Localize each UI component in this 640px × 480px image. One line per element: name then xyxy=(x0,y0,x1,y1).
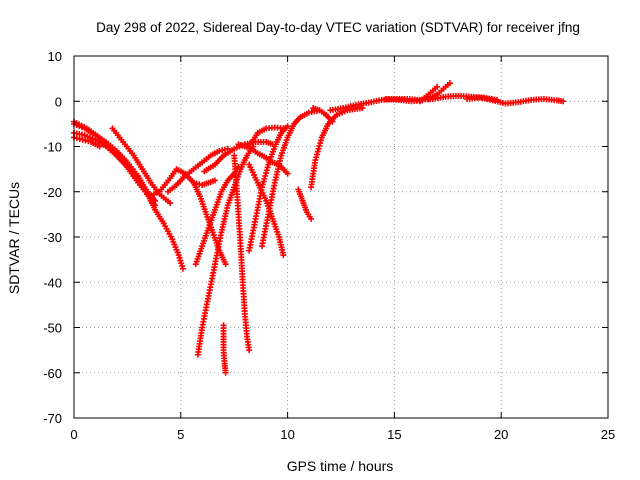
chart-title: Day 298 of 2022, Sidereal Day-to-day VTE… xyxy=(96,20,580,35)
data-point-marker xyxy=(179,265,186,272)
data-point-marker xyxy=(246,347,253,354)
data-point-marker xyxy=(313,151,320,158)
series-track-17 xyxy=(246,124,287,150)
data-point-marker xyxy=(315,145,322,152)
y-tick-label: -30 xyxy=(43,230,62,245)
series-track-12 xyxy=(220,322,229,376)
data-point-marker xyxy=(316,142,323,149)
x-axis-title: GPS time / hours xyxy=(287,458,394,474)
data-point-marker xyxy=(222,261,229,268)
series-track-25 xyxy=(464,94,567,107)
data-point-marker xyxy=(96,143,103,150)
data-point-marker xyxy=(258,184,265,191)
data-point-marker xyxy=(308,215,315,222)
data-point-marker xyxy=(211,177,218,184)
series-track-19 xyxy=(295,186,315,222)
data-point-marker xyxy=(446,80,453,87)
data-point-marker xyxy=(560,98,567,105)
data-point-marker xyxy=(167,200,174,207)
x-tick-label: 10 xyxy=(280,427,294,442)
x-tick-label: 20 xyxy=(494,427,508,442)
data-point-marker xyxy=(312,157,319,164)
data-point-marker xyxy=(152,197,159,204)
data-point-marker xyxy=(329,118,336,125)
y-tick-label: 10 xyxy=(48,49,62,64)
data-point-marker xyxy=(262,170,269,177)
data-point-marker xyxy=(284,170,291,177)
data-point-marker xyxy=(262,172,269,179)
data-point-marker xyxy=(317,137,324,144)
x-tick-label: 15 xyxy=(387,427,401,442)
series-track-16 xyxy=(246,123,291,254)
x-tick-label: 25 xyxy=(601,427,615,442)
data-point-marker xyxy=(434,83,441,90)
x-tick-label: 5 xyxy=(177,427,184,442)
y-tick-label: -40 xyxy=(43,275,62,290)
data-point-marker xyxy=(222,369,229,376)
x-tick-label: 0 xyxy=(70,427,77,442)
series-track-24 xyxy=(425,80,453,102)
data-point-marker xyxy=(317,140,324,147)
data-point-marker xyxy=(280,252,287,259)
series-track-5 xyxy=(109,125,174,207)
y-tick-label: -20 xyxy=(43,185,62,200)
y-tick-label: -50 xyxy=(43,321,62,336)
series-track-26 xyxy=(382,95,426,105)
series-track-15 xyxy=(246,161,287,259)
data-point-marker xyxy=(259,181,266,188)
y-axis-title: SDTVAR / TECUs xyxy=(6,182,22,294)
data-point-marker xyxy=(264,164,271,171)
series-track-13 xyxy=(231,152,253,354)
data-point-marker xyxy=(263,167,270,174)
series-track-18 xyxy=(258,107,323,250)
y-tick-label: 0 xyxy=(55,94,62,109)
data-point-marker xyxy=(280,125,287,132)
data-points xyxy=(71,80,567,376)
y-tick-label: -60 xyxy=(43,366,62,381)
y-tick-label: -70 xyxy=(43,411,62,426)
data-point-marker xyxy=(313,154,320,161)
data-point-marker xyxy=(261,175,268,182)
series-track-21 xyxy=(310,105,336,125)
data-point-marker xyxy=(314,148,321,155)
data-point-marker xyxy=(419,97,426,104)
series-track-7 xyxy=(164,145,231,195)
axis-ticks: 0 5 10 15 20 25 10 0 -10 -20 -30 -40 -50 -60 -70 xyxy=(43,49,615,442)
y-tick-label: -10 xyxy=(43,140,62,155)
data-point-marker xyxy=(284,123,291,130)
data-point-marker xyxy=(260,178,267,185)
data-point-marker xyxy=(359,105,366,112)
